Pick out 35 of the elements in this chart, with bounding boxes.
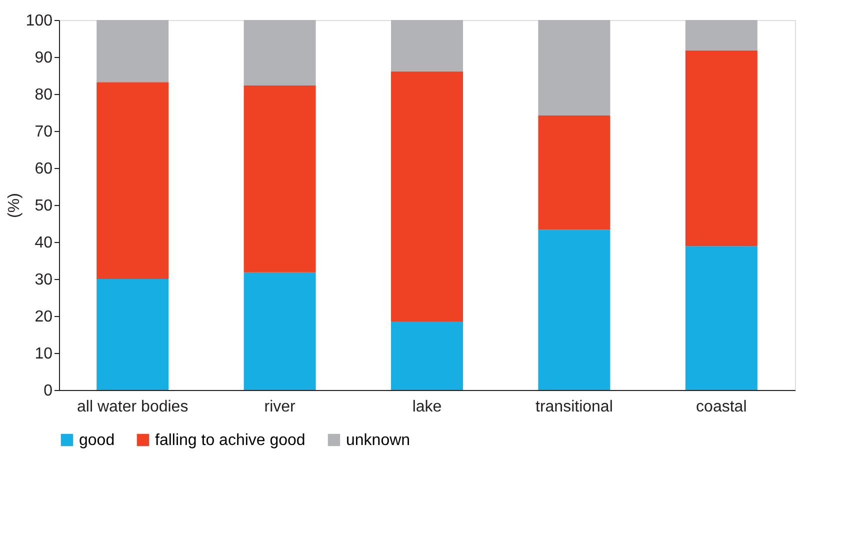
bar [685, 50, 758, 246]
y-tick-label: 100 [26, 12, 53, 30]
y-tick-label: 20 [34, 308, 53, 326]
legend-label: falling to achive good [155, 432, 306, 449]
bar [244, 272, 316, 390]
y-tick-label: 40 [34, 234, 53, 252]
bar [244, 85, 316, 272]
y-tick-label: 80 [34, 86, 53, 104]
bar [685, 246, 758, 390]
y-tick-label: 60 [34, 160, 53, 178]
bar [538, 115, 610, 230]
y-tick-label: 30 [34, 272, 53, 288]
y-tick-label: 50 [34, 198, 53, 214]
y-tick-label: 10 [34, 346, 53, 362]
y-tick-label: 0 [44, 382, 53, 400]
x-tick-label: coastal [696, 398, 747, 416]
legend-label: unknown [346, 432, 410, 449]
bar [96, 20, 169, 82]
legend-label: good [79, 432, 115, 449]
bar [391, 20, 463, 72]
bar [538, 20, 610, 116]
x-tick-label: transitional [536, 398, 613, 416]
bar [538, 230, 610, 390]
bar [96, 82, 169, 279]
bar [685, 20, 758, 50]
y-axis-title: (%) [6, 193, 23, 218]
bar [391, 322, 463, 390]
y-tick-label: 90 [34, 50, 53, 66]
bar [391, 71, 463, 322]
x-tick-label: lake [412, 398, 442, 416]
bar [96, 279, 169, 390]
x-tick-label: river [264, 398, 296, 416]
x-tick-label: all water bodies [77, 398, 188, 416]
y-tick-label: 70 [34, 124, 53, 140]
bar [244, 20, 316, 86]
